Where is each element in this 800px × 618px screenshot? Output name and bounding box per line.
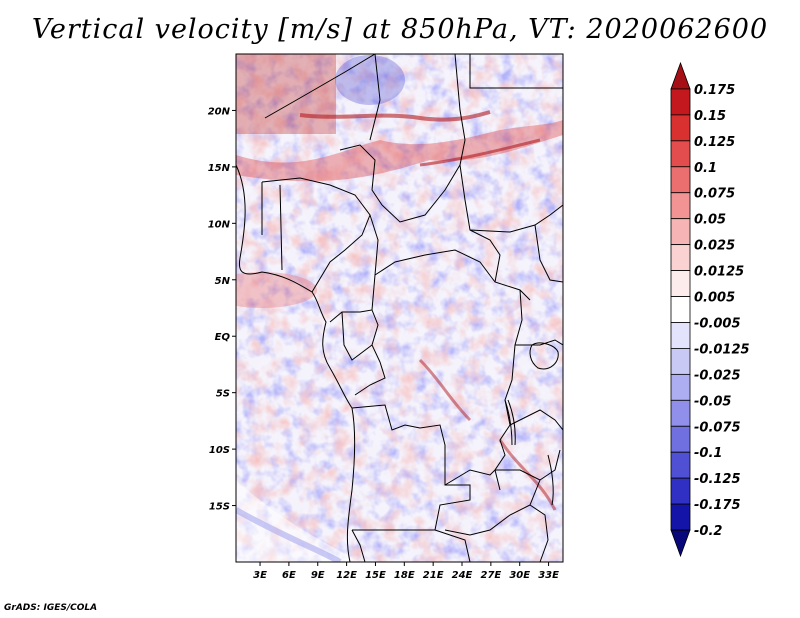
colorbar-level-label: -0.005 <box>694 316 741 331</box>
colorbar-max-arrow <box>670 61 691 90</box>
lon-tick-label: 9E <box>311 570 325 581</box>
lon-tick-label: 6E <box>282 570 296 581</box>
grads-credit: GrADS: IGES/COLA <box>4 603 98 613</box>
lat-tick-label: 10N <box>208 219 231 230</box>
border-angola <box>351 404 471 531</box>
map-title: Vertical velocity [m/s] at 850hPa, VT: 2… <box>31 14 769 45</box>
colorbar-swatch <box>670 166 691 194</box>
border-congo-drc <box>354 309 386 396</box>
border-chad-sudan <box>381 163 501 283</box>
colorbar-level-label: -0.0125 <box>694 342 750 357</box>
colorbar-swatch <box>670 477 691 505</box>
lon-tick-label: 24E <box>452 570 473 581</box>
red-streak-north <box>299 110 491 122</box>
lat-tick-label: 5N <box>215 276 231 287</box>
lon-tick-label: 21E <box>423 570 444 581</box>
border-niger-chad <box>339 54 383 206</box>
colorbar-swatch <box>670 244 691 271</box>
red-feature-gulf <box>236 272 317 308</box>
colorbar: 0.175 0.15 0.125 0.1 0.075 0.05 0.025 0.0125 0.0… <box>670 61 750 558</box>
red-feature-nw <box>236 54 336 134</box>
plot-frame <box>235 53 564 563</box>
colorbar-level-label: -0.175 <box>694 498 741 513</box>
lon-tick-label: 15E <box>365 570 386 581</box>
lake-victoria <box>529 342 559 370</box>
colorbar-level-label: 0.005 <box>694 291 735 306</box>
colorbar-swatch <box>670 399 691 427</box>
border-uganda-kenya <box>515 339 563 346</box>
red-streak-congo <box>418 358 472 422</box>
border-sahara-north <box>264 54 466 166</box>
colorbar-level-label: -0.2 <box>694 524 722 539</box>
colorbar-swatch <box>670 114 691 142</box>
lon-tick-label: 12E <box>336 570 357 581</box>
red-band-sahel <box>236 120 563 182</box>
longitude-axis: 3E 6E 9E 12E 15E 18E 21E 24E 27E 30E 33E <box>253 562 559 581</box>
lake-malawi <box>547 454 554 506</box>
coastline-west <box>236 164 356 562</box>
colorbar-swatch <box>670 270 691 297</box>
lat-tick-label: 5S <box>216 389 230 400</box>
colorbar-swatch <box>670 503 691 531</box>
border-ethiopia <box>534 224 563 283</box>
lon-tick-label: 3E <box>253 570 267 581</box>
border-tanzania <box>509 409 563 481</box>
colorbar-level-label: -0.075 <box>694 420 741 435</box>
border-libya-sudan <box>469 54 563 89</box>
white-area-southwest <box>236 480 360 562</box>
border-mozambique <box>529 504 549 562</box>
colorbar-level-label: -0.125 <box>694 472 741 487</box>
colorbar-swatch <box>670 425 691 453</box>
latitude-axis: 20N 15N 10N 5N EQ 5S 10S 15S <box>208 106 236 513</box>
colorbar-level-label: 0.15 <box>694 109 726 124</box>
lat-tick-label: 15N <box>208 163 231 174</box>
border-namibia-botswana <box>351 529 471 562</box>
red-streak-east <box>419 138 541 167</box>
colorbar-level-label: -0.05 <box>694 394 731 409</box>
colorbar-swatch <box>670 218 691 246</box>
colorbar-swatch <box>670 140 691 168</box>
colorbar-swatch <box>670 192 691 220</box>
lat-tick-label: 20N <box>208 106 231 117</box>
lon-tick-label: 30E <box>509 570 530 581</box>
colorbar-level-label: 0.125 <box>694 135 735 150</box>
lake-tanganyika <box>504 399 516 446</box>
lon-tick-label: 33E <box>538 570 559 581</box>
blue-streak-southwest <box>236 507 342 562</box>
colorbar-level-label: 0.075 <box>694 187 735 202</box>
border-gabon <box>341 311 373 361</box>
colorbar-swatch <box>670 451 691 479</box>
lat-tick-label: EQ <box>215 332 231 343</box>
colorbar-level-label: -0.1 <box>694 446 722 461</box>
country-borders <box>236 54 563 562</box>
lat-tick-label: 15S <box>209 502 230 513</box>
colorbar-level-label: -0.025 <box>694 368 741 383</box>
lat-tick-label: 10S <box>209 445 230 456</box>
blue-feature-north <box>335 55 405 105</box>
border-car <box>374 249 531 301</box>
colorbar-swatch <box>670 296 691 323</box>
vertical-velocity-field <box>236 54 563 562</box>
lon-tick-label: 27E <box>480 570 501 581</box>
colorbar-level-label: 0.05 <box>694 213 726 228</box>
colorbar-level-label: 0.1 <box>694 161 717 176</box>
colorbar-swatch <box>670 373 691 401</box>
colorbar-level-label: 0.025 <box>694 239 735 254</box>
colorbar-swatch <box>670 88 691 116</box>
border-benin-togo <box>261 182 283 271</box>
colorbar-swatch <box>670 348 691 375</box>
colorbar-level-label: 0.175 <box>694 83 735 98</box>
colorbar-level-label: 0.0125 <box>694 265 744 280</box>
border-drc-east <box>494 289 523 491</box>
lon-tick-label: 18E <box>394 570 415 581</box>
colorbar-swatch <box>670 322 691 349</box>
colorbar-min-arrow <box>670 529 691 558</box>
